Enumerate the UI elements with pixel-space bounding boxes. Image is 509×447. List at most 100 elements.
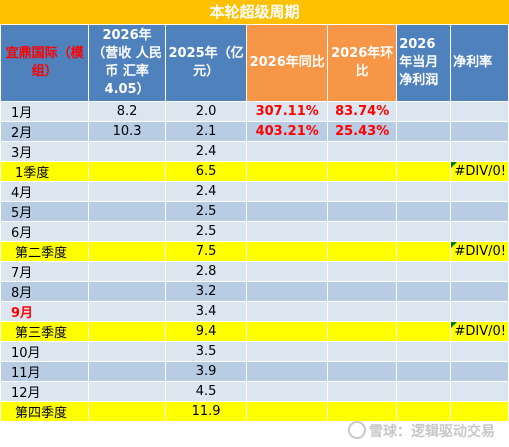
yoy-cell[interactable] <box>246 361 329 382</box>
yoy-cell[interactable] <box>246 221 329 242</box>
net-margin-cell[interactable]: #DIV/0! <box>450 321 509 342</box>
net-profit-cell[interactable] <box>396 181 452 202</box>
revenue-2026-cell[interactable]: 10.3 <box>88 121 166 142</box>
revenue-2025-cell[interactable]: 11.9 <box>164 401 248 422</box>
net-profit-cell[interactable] <box>396 121 452 142</box>
yoy-cell[interactable] <box>246 201 329 222</box>
mom-cell[interactable]: 25.43% <box>327 121 398 142</box>
yoy-cell[interactable] <box>246 401 329 422</box>
revenue-2025-cell[interactable]: 6.5 <box>164 161 248 182</box>
mom-cell[interactable] <box>327 281 398 302</box>
net-margin-cell[interactable] <box>450 101 509 122</box>
net-profit-cell[interactable] <box>396 381 452 402</box>
mom-cell[interactable] <box>327 221 398 242</box>
mom-cell[interactable] <box>327 301 398 322</box>
revenue-2026-cell[interactable] <box>88 161 166 182</box>
revenue-2025-cell[interactable]: 2.0 <box>164 101 248 122</box>
row-label[interactable]: 7月 <box>0 261 90 282</box>
revenue-2025-cell[interactable]: 2.8 <box>164 261 248 282</box>
revenue-2025-cell[interactable]: 2.5 <box>164 201 248 222</box>
revenue-2025-cell[interactable]: 2.5 <box>164 221 248 242</box>
revenue-2026-cell[interactable] <box>88 261 166 282</box>
revenue-2025-cell[interactable]: 3.4 <box>164 301 248 322</box>
mom-cell[interactable] <box>327 321 398 342</box>
revenue-2026-cell[interactable] <box>88 181 166 202</box>
revenue-2026-cell[interactable] <box>88 301 166 322</box>
row-label[interactable]: 第二季度 <box>0 241 90 262</box>
mom-cell[interactable] <box>327 161 398 182</box>
net-margin-cell[interactable] <box>450 401 509 422</box>
net-margin-cell[interactable] <box>450 301 509 322</box>
mom-cell[interactable] <box>327 401 398 422</box>
mom-cell[interactable] <box>327 181 398 202</box>
mom-cell[interactable] <box>327 261 398 282</box>
net-margin-cell[interactable] <box>450 201 509 222</box>
net-margin-cell[interactable] <box>450 141 509 162</box>
revenue-2025-cell[interactable]: 3.9 <box>164 361 248 382</box>
revenue-2025-cell[interactable]: 2.1 <box>164 121 248 142</box>
revenue-2025-cell[interactable]: 2.4 <box>164 181 248 202</box>
revenue-2025-cell[interactable]: 9.4 <box>164 321 248 342</box>
revenue-2025-cell[interactable]: 2.4 <box>164 141 248 162</box>
revenue-2026-cell[interactable] <box>88 381 166 402</box>
net-margin-cell[interactable]: #DIV/0! <box>450 241 509 262</box>
header-net-margin[interactable]: 净利率 <box>450 24 509 102</box>
revenue-2025-cell[interactable]: 7.5 <box>164 241 248 262</box>
row-label[interactable]: 1月 <box>0 101 90 122</box>
yoy-cell[interactable] <box>246 341 329 362</box>
net-profit-cell[interactable] <box>396 221 452 242</box>
yoy-cell[interactable] <box>246 321 329 342</box>
row-label[interactable]: 4月 <box>0 181 90 202</box>
net-profit-cell[interactable] <box>396 141 452 162</box>
mom-cell[interactable] <box>327 141 398 162</box>
yoy-cell[interactable] <box>246 181 329 202</box>
net-margin-cell[interactable] <box>450 121 509 142</box>
row-label[interactable]: 3月 <box>0 141 90 162</box>
net-profit-cell[interactable] <box>396 281 452 302</box>
net-profit-cell[interactable] <box>396 361 452 382</box>
net-margin-cell[interactable]: #DIV/0! <box>450 161 509 182</box>
header-yoy[interactable]: 2026年同比 <box>246 24 329 102</box>
mom-cell[interactable] <box>327 361 398 382</box>
mom-cell[interactable]: 83.74% <box>327 101 398 122</box>
revenue-2025-cell[interactable]: 3.5 <box>164 341 248 362</box>
revenue-2026-cell[interactable] <box>88 221 166 242</box>
revenue-2025-cell[interactable]: 3.2 <box>164 281 248 302</box>
net-profit-cell[interactable] <box>396 301 452 322</box>
revenue-2026-cell[interactable] <box>88 281 166 302</box>
yoy-cell[interactable]: 403.21% <box>246 121 329 142</box>
net-profit-cell[interactable] <box>396 161 452 182</box>
revenue-2026-cell[interactable]: 8.2 <box>88 101 166 122</box>
row-label[interactable]: 1季度 <box>0 161 90 182</box>
revenue-2026-cell[interactable] <box>88 141 166 162</box>
net-profit-cell[interactable] <box>396 261 452 282</box>
revenue-2026-cell[interactable] <box>88 241 166 262</box>
row-label[interactable]: 2月 <box>0 121 90 142</box>
revenue-2026-cell[interactable] <box>88 321 166 342</box>
net-profit-cell[interactable] <box>396 341 452 362</box>
mom-cell[interactable] <box>327 341 398 362</box>
net-profit-cell[interactable] <box>396 241 452 262</box>
header-2026-revenue[interactable]: 2026年（营收 人民币 汇率4.05） <box>88 24 166 102</box>
row-label[interactable]: 10月 <box>0 341 90 362</box>
net-profit-cell[interactable] <box>396 201 452 222</box>
row-label[interactable]: 12月 <box>0 381 90 402</box>
yoy-cell[interactable] <box>246 241 329 262</box>
net-margin-cell[interactable] <box>450 361 509 382</box>
yoy-cell[interactable] <box>246 301 329 322</box>
mom-cell[interactable] <box>327 201 398 222</box>
mom-cell[interactable] <box>327 241 398 262</box>
row-label[interactable]: 5月 <box>0 201 90 222</box>
revenue-2026-cell[interactable] <box>88 361 166 382</box>
mom-cell[interactable] <box>327 381 398 402</box>
revenue-2026-cell[interactable] <box>88 401 166 422</box>
header-2025-revenue[interactable]: 2025年（亿元） <box>164 24 248 102</box>
yoy-cell[interactable] <box>246 161 329 182</box>
revenue-2026-cell[interactable] <box>88 341 166 362</box>
header-mom[interactable]: 2026年环比 <box>327 24 398 102</box>
yoy-cell[interactable] <box>246 261 329 282</box>
net-profit-cell[interactable] <box>396 321 452 342</box>
net-margin-cell[interactable] <box>450 341 509 362</box>
net-margin-cell[interactable] <box>450 221 509 242</box>
yoy-cell[interactable] <box>246 141 329 162</box>
